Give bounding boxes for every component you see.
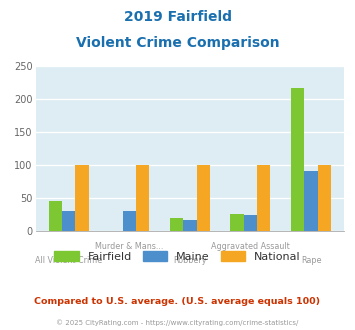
Bar — [304, 171, 318, 231]
Legend: Fairfield, Maine, National: Fairfield, Maine, National — [50, 247, 305, 267]
Bar — [170, 218, 183, 231]
Text: 2019 Fairfield: 2019 Fairfield — [124, 10, 231, 24]
Bar — [244, 214, 257, 231]
Bar — [291, 88, 304, 231]
Bar — [49, 201, 62, 231]
Bar — [230, 214, 244, 231]
Text: Murder & Mans...: Murder & Mans... — [95, 242, 164, 251]
Text: Aggravated Assault: Aggravated Assault — [211, 242, 290, 251]
Bar — [318, 165, 331, 231]
Text: All Violent Crime: All Violent Crime — [35, 256, 103, 265]
Text: Violent Crime Comparison: Violent Crime Comparison — [76, 36, 279, 50]
Text: © 2025 CityRating.com - https://www.cityrating.com/crime-statistics/: © 2025 CityRating.com - https://www.city… — [56, 319, 299, 326]
Text: Rape: Rape — [301, 256, 321, 265]
Text: Robbery: Robbery — [173, 256, 207, 265]
Bar — [197, 165, 210, 231]
Bar — [123, 211, 136, 231]
Text: Compared to U.S. average. (U.S. average equals 100): Compared to U.S. average. (U.S. average … — [34, 297, 321, 306]
Bar — [257, 165, 271, 231]
Bar — [76, 165, 89, 231]
Bar — [136, 165, 149, 231]
Bar — [183, 220, 197, 231]
Bar — [62, 211, 76, 231]
